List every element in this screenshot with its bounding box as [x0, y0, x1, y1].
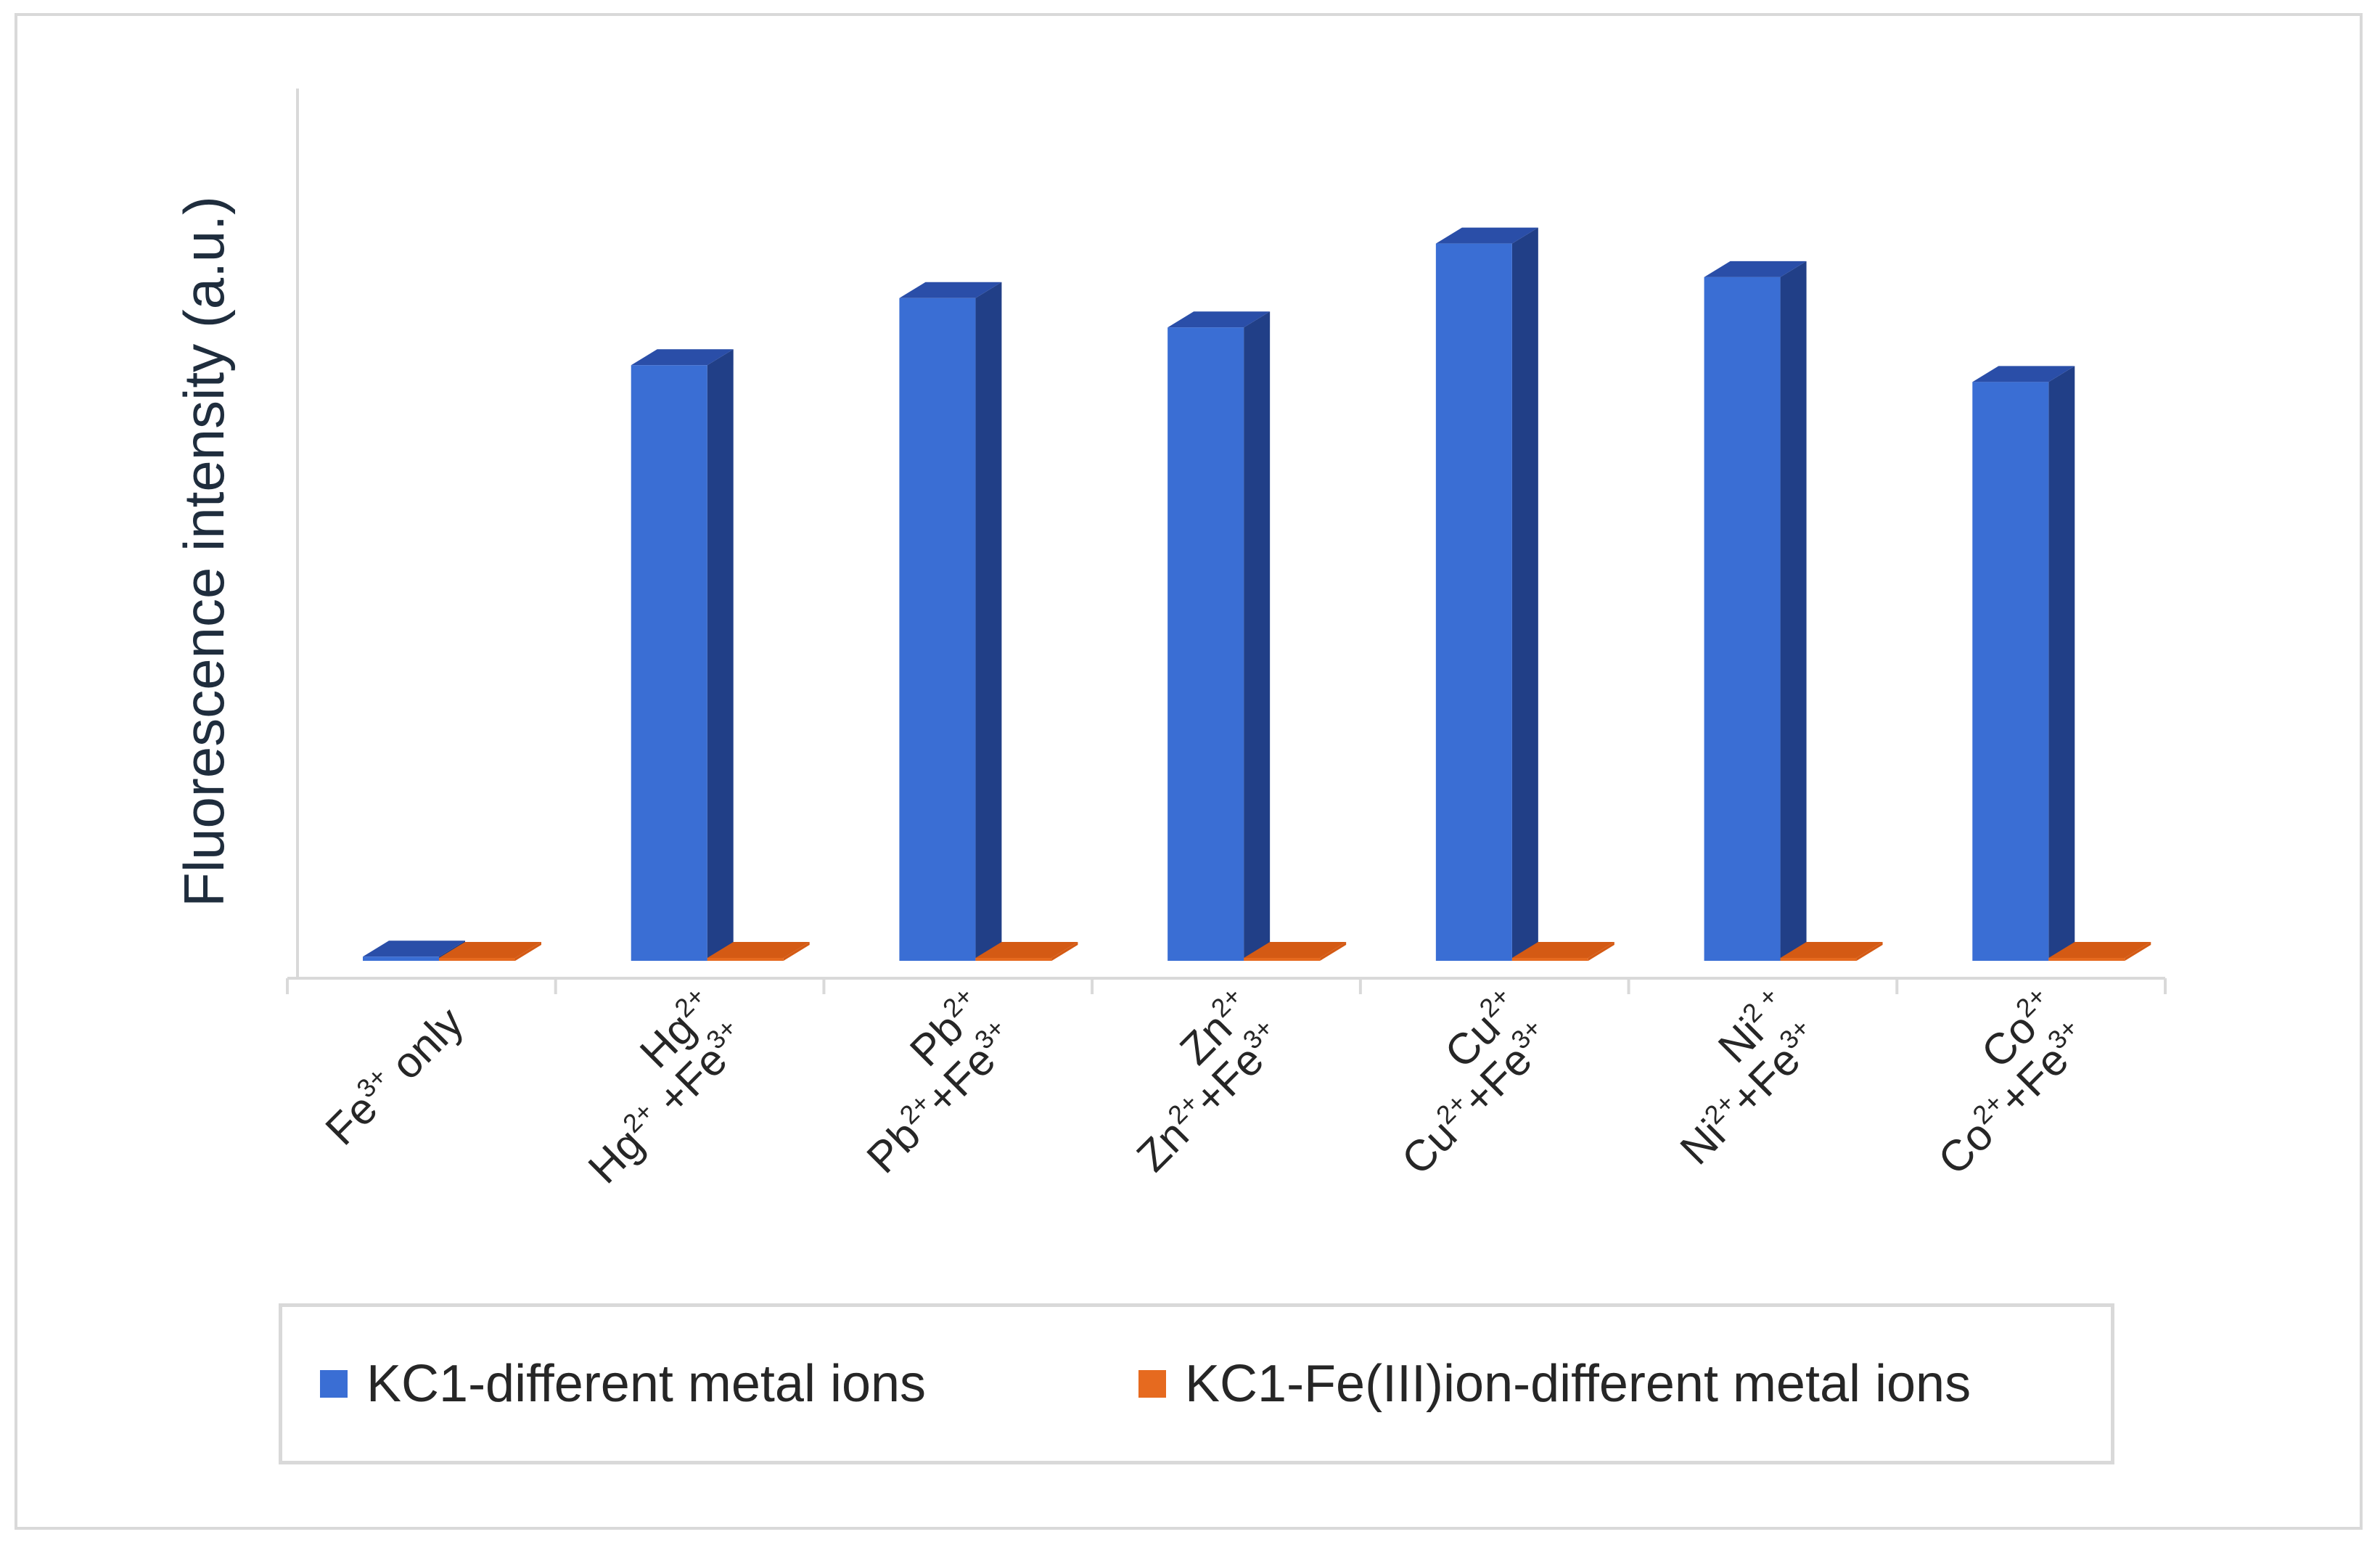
chart-tick-labels: Fe3+ only Hg2+Hg2+ +Fe3+ Pb2+Pb2++Fe3+ Zn2+… — [315, 981, 2084, 1193]
bar-front-face — [1168, 327, 1244, 962]
bar-front-face — [1511, 958, 1588, 961]
bar-top-face — [1168, 311, 1271, 328]
chart-bars — [363, 227, 2151, 962]
bar-kc1-fe-metal-6 — [2048, 942, 2151, 961]
bar-front-face — [899, 298, 976, 961]
bar-side-face — [1780, 261, 1807, 961]
category-label-6: Co2+Co2++Fe3+ — [1929, 981, 2083, 1184]
bar-top-face — [1780, 942, 1883, 958]
bar-front-face — [1435, 243, 1512, 961]
bar-side-face — [2125, 942, 2151, 961]
bar-front-face — [2048, 958, 2125, 961]
bar-kc1-metal-1 — [631, 349, 734, 961]
category-label-5: Ni2 +Ni2++Fe3+ — [1671, 981, 1815, 1174]
bar-front-face — [1244, 958, 1321, 961]
bar-kc1-fe-metal-5 — [1780, 942, 1883, 961]
bar-top-face — [707, 942, 810, 958]
legend-swatch-orange — [1138, 1370, 1166, 1398]
bar-kc1-metal-5 — [1704, 261, 1807, 961]
bar-side-face — [1320, 942, 1347, 961]
bar-top-face — [631, 349, 734, 366]
bar-side-face — [1856, 942, 1883, 961]
legend-item-series-2: KC1-Fe(III)ion-different metal ions — [1138, 1307, 1971, 1461]
category-label-4: Cu2+Cu2++Fe3+ — [1392, 981, 1547, 1184]
bar-front-face — [1704, 276, 1781, 961]
bar-kc1-fe-metal-2 — [975, 942, 1078, 961]
bar-top-face — [439, 942, 541, 958]
bar-top-face — [363, 940, 465, 957]
bar-top-face — [1511, 942, 1614, 958]
bar-kc1-fe-metal-4 — [1511, 942, 1614, 961]
chart-axes — [286, 89, 2167, 994]
bar-top-face — [975, 942, 1078, 958]
legend-label-series-2: KC1-Fe(III)ion-different metal ions — [1185, 1355, 1971, 1413]
bar-top-face — [2048, 942, 2151, 958]
bar-side-face — [1051, 942, 1078, 961]
legend-item-series-1: KC1-different metal ions — [320, 1307, 926, 1461]
bar-kc1-metal-6 — [1972, 366, 2075, 961]
bar-top-face — [1704, 261, 1807, 277]
bar-top-face — [1435, 227, 1538, 244]
bar-top-face — [899, 282, 1002, 298]
category-label-line-1: Fe3+ only — [315, 996, 473, 1155]
bar-front-face — [363, 956, 439, 961]
legend-swatch-blue — [320, 1370, 348, 1398]
legend-label-series-1: KC1-different metal ions — [366, 1355, 927, 1413]
bar-side-face — [1588, 942, 1614, 961]
bar-side-face — [783, 942, 810, 961]
y-axis-title: Fluorescence intensity (a.u.) — [172, 196, 236, 907]
bar-kc1-fe-metal-3 — [1244, 942, 1347, 961]
bar-front-face — [1972, 382, 2049, 961]
category-label-2: Pb2+Pb2++Fe3+ — [858, 981, 1011, 1183]
bar-side-face — [707, 349, 734, 961]
bar-kc1-fe-metal-0 — [439, 942, 541, 961]
bar-kc1-fe-metal-1 — [707, 942, 810, 961]
bar-front-face — [1780, 958, 1857, 961]
bar-top-face — [1972, 366, 2075, 382]
bar-side-face — [515, 942, 541, 961]
bar-top-face — [1244, 942, 1347, 958]
bar-kc1-metal-3 — [1168, 311, 1271, 962]
bar-front-face — [975, 958, 1052, 961]
legend: KC1-different metal ions KC1-Fe(III)ion-… — [279, 1303, 2114, 1464]
bar-front-face — [631, 365, 707, 961]
bar-side-face — [2048, 366, 2075, 961]
category-label-1: Hg2+Hg2+ +Fe3+ — [579, 981, 742, 1193]
bar-kc1-metal-4 — [1435, 227, 1538, 961]
bar-front-face — [707, 958, 784, 961]
category-label-0: Fe3+ only — [315, 996, 473, 1155]
bar-side-face — [1511, 227, 1538, 961]
bar-kc1-metal-2 — [899, 282, 1002, 961]
bar-side-face — [975, 282, 1002, 961]
bar-side-face — [1244, 311, 1271, 962]
bar-front-face — [439, 958, 515, 961]
category-label-3: Zn2+Zn2++Fe3+ — [1128, 981, 1279, 1181]
